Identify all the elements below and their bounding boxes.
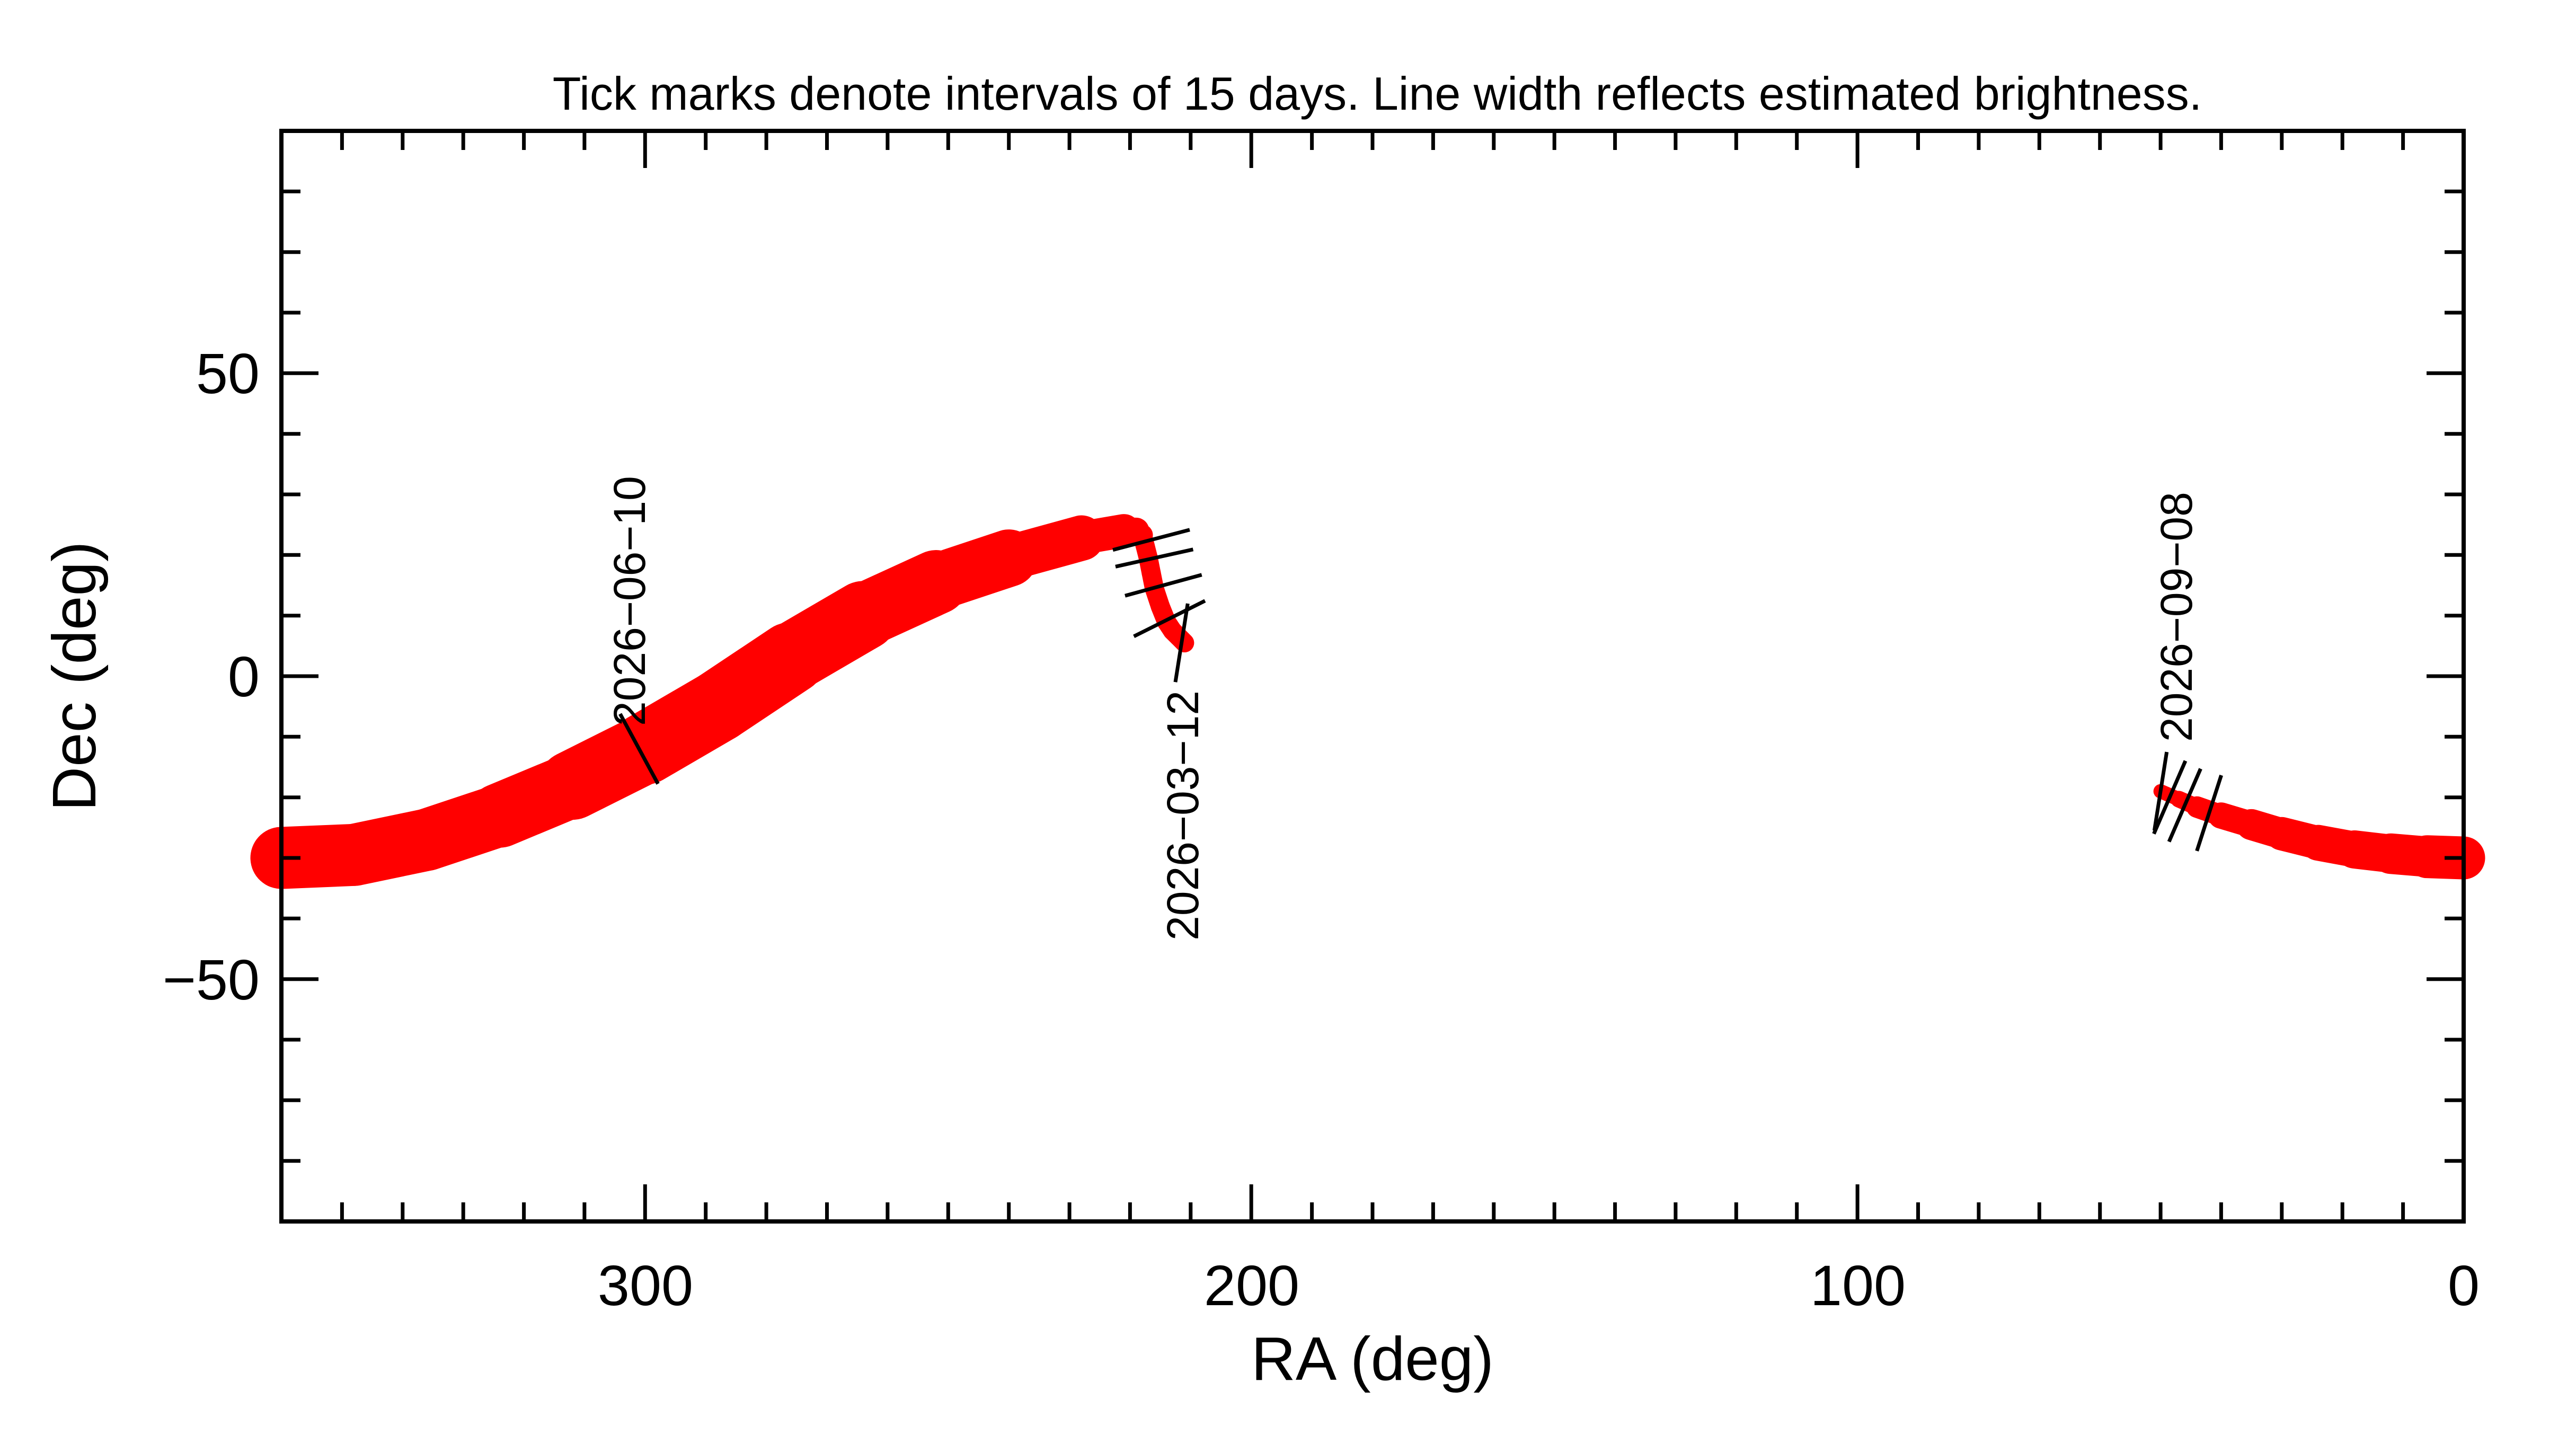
date-tick-mark-6: [2152, 751, 2169, 831]
date-label-2026-03-12: 2026−03−12: [1158, 690, 1208, 941]
date-tick-mark-2: [1115, 547, 1194, 569]
date-tick-mark-4: [1133, 599, 1206, 639]
date-tick-mark-7: [2152, 760, 2188, 835]
x-tick-label-0: 0: [2448, 1253, 2480, 1317]
series-layer: [250, 514, 2485, 889]
date-tick-mark-3: [1125, 573, 1202, 598]
x-tick-label-100: 100: [1810, 1253, 1906, 1317]
date-tick-mark-1: [1112, 528, 1190, 552]
date-label-2026-06-10: 2026−06−10: [605, 476, 654, 726]
y-tick-label-50: 50: [196, 341, 260, 405]
date-label-2026-09-08: 2026−09−08: [2152, 492, 2201, 742]
y-tick-label-0: 0: [228, 644, 260, 708]
chart-title: Tick marks denote intervals of 15 days. …: [553, 67, 2202, 120]
date-tick-mark-8: [2167, 768, 2202, 843]
x-tick-label-200: 200: [1204, 1253, 1299, 1317]
date-tick-mark-0: [618, 713, 660, 785]
y-axis-label: Dec (deg): [40, 541, 109, 811]
y-tick-label-minus-50: −50: [163, 947, 260, 1012]
axis-ticks: [281, 131, 2464, 1221]
date-tick-marks: [618, 528, 2223, 852]
date-tick-mark-5: [1173, 603, 1190, 683]
x-axis-label: RA (deg): [1251, 1324, 1494, 1393]
date-tick-mark-9: [2195, 774, 2223, 852]
x-tick-label-300: 300: [598, 1253, 693, 1317]
